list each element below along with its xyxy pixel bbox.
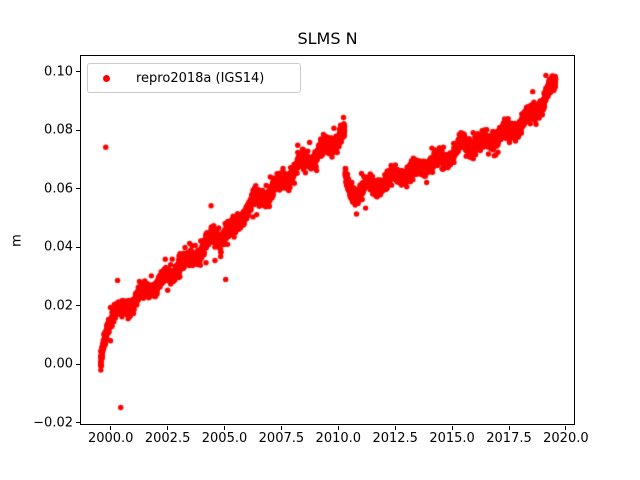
x-axis-tick-label: 2015.0	[429, 431, 475, 446]
x-axis-tick	[337, 426, 339, 430]
legend-dot-icon	[103, 74, 110, 82]
x-axis-tick-label: 2007.5	[258, 431, 305, 446]
x-axis-tick	[394, 426, 396, 430]
x-axis-tick	[451, 426, 453, 430]
scatter-plot-canvas	[80, 55, 575, 425]
x-axis-tick-label: 2012.5	[372, 431, 418, 446]
x-axis-tick-label: 2000.0	[87, 431, 134, 446]
y-axis-tick	[76, 246, 80, 248]
x-axis-tick-label: 2010.0	[315, 431, 362, 446]
legend-label: repro2018a (IGS14)	[136, 70, 265, 86]
x-axis-tick-label: 2005.0	[201, 431, 248, 446]
y-axis-tick-label: 0.10	[44, 64, 73, 80]
x-axis-tick-label: 2020.0	[543, 431, 589, 446]
y-axis-tick-label: 0.06	[44, 181, 73, 197]
x-axis-tick	[224, 426, 226, 430]
x-axis-tick	[508, 426, 510, 430]
x-axis-tick-label: 2002.5	[144, 431, 191, 446]
chart-title: SLMS N	[297, 29, 358, 48]
y-axis-tick	[76, 188, 80, 190]
y-axis-tick-label: 0.08	[44, 122, 73, 138]
y-axis-tick-label: 0.04	[44, 239, 73, 255]
y-axis-tick-label: 0.00	[44, 356, 73, 372]
y-axis-tick	[76, 305, 80, 307]
x-axis-tick	[565, 426, 567, 430]
y-axis-tick	[76, 363, 80, 365]
y-axis-tick-label: −0.02	[33, 415, 73, 431]
y-axis-tick	[76, 422, 80, 424]
y-axis-tick	[76, 71, 80, 73]
legend-box: repro2018a (IGS14)	[87, 63, 301, 93]
x-axis-tick	[167, 426, 169, 430]
y-axis-tick	[76, 129, 80, 131]
x-axis-tick	[110, 426, 112, 430]
y-axis-tick-label: 0.02	[44, 298, 73, 314]
x-axis-tick-label: 2017.5	[486, 431, 532, 446]
x-axis-tick	[280, 426, 282, 430]
